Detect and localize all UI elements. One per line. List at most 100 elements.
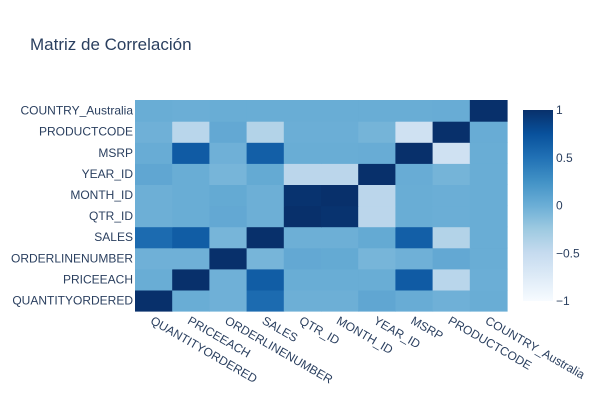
heatmap-cell — [172, 100, 210, 122]
heatmap-cell — [283, 226, 322, 249]
heatmap-cell — [395, 268, 434, 291]
heatmap-cell — [283, 100, 322, 122]
heatmap-cell — [395, 100, 434, 122]
heatmap-cell — [358, 121, 396, 143]
heatmap-cell — [469, 268, 508, 291]
heatmap-cell — [432, 184, 471, 207]
heatmap-cell — [283, 247, 322, 270]
colorbar — [523, 110, 553, 301]
heatmap-cell — [358, 289, 396, 312]
heatmap-cell — [321, 184, 359, 207]
heatmap-cell — [358, 184, 396, 207]
heatmap-cell — [209, 268, 248, 291]
heatmap-cell — [135, 247, 173, 270]
heatmap-cell — [321, 226, 359, 249]
heatmap-cell — [432, 142, 471, 164]
heatmap-cell — [209, 205, 248, 228]
colorbar-tick-label: 0 — [556, 199, 563, 213]
heatmap-cell — [172, 121, 210, 143]
heatmap-cell — [283, 205, 322, 228]
heatmap-cell — [246, 121, 285, 143]
colorbar-tick-label: −1 — [556, 294, 570, 308]
heatmap-cell — [469, 100, 508, 122]
heatmap-cell — [321, 205, 359, 228]
heatmap-cell — [358, 163, 396, 185]
heatmap-cell — [358, 247, 396, 270]
heatmap-cell — [469, 205, 508, 228]
heatmap-cell — [135, 163, 173, 185]
heatmap-cell — [246, 247, 285, 270]
heatmap-cell — [321, 289, 359, 312]
heatmap-cell — [395, 121, 434, 143]
heatmap-cell — [469, 121, 508, 143]
heatmap-cell — [246, 142, 285, 164]
heatmap-cell — [469, 184, 508, 207]
colorbar-tick-labels: 1 0.5 0 −0.5 −1 — [556, 103, 580, 308]
heatmap-cell — [172, 205, 210, 228]
y-axis-tick-label: QUANTITYORDERED — [12, 293, 133, 307]
heatmap-cell — [209, 121, 248, 143]
heatmap-cell — [246, 289, 285, 312]
heatmap-cell — [209, 163, 248, 185]
heatmap-cell — [246, 205, 285, 228]
heatmap-cell — [172, 247, 210, 270]
heatmap-cell — [321, 100, 359, 122]
heatmap-cell — [135, 121, 173, 143]
x-axis-tick-labels: QUANTITYORDEREDPRICEEACHORDERLINENUMBERS… — [148, 313, 587, 386]
y-axis-tick-label: MSRP — [98, 146, 133, 160]
heatmap-cell — [246, 226, 285, 249]
heatmap-cells — [135, 100, 508, 312]
heatmap-cell — [246, 184, 285, 207]
heatmap-cell — [358, 226, 396, 249]
heatmap-cell — [172, 142, 210, 164]
colorbar-tick-label: 1 — [556, 103, 563, 117]
y-axis-tick-label: MONTH_ID — [70, 188, 133, 202]
heatmap-cell — [172, 184, 210, 207]
y-axis-tick-label: YEAR_ID — [82, 167, 134, 181]
y-axis-tick-labels: QUANTITYORDERED PRICEEACH ORDERLINENUMBER S… — [11, 104, 133, 308]
colorbar-tick-label: −0.5 — [556, 246, 580, 260]
heatmap-cell — [358, 205, 396, 228]
y-axis-tick-label: COUNTRY_Australia — [21, 104, 134, 118]
heatmap-cell — [432, 121, 471, 143]
heatmap-cell — [209, 247, 248, 270]
heatmap-cell — [469, 142, 508, 164]
heatmap-cell — [209, 142, 248, 164]
heatmap-cell — [432, 226, 471, 249]
heatmap-cell — [246, 268, 285, 291]
heatmap-cell — [135, 100, 173, 122]
heatmap-cell — [321, 121, 359, 143]
heatmap-cell — [283, 121, 322, 143]
heatmap-cell — [432, 100, 471, 122]
heatmap-cell — [209, 184, 248, 207]
y-axis-tick-label: SALES — [94, 230, 133, 244]
heatmap-cell — [209, 289, 248, 312]
x-axis-tick-label: QTR_ID — [297, 313, 342, 347]
heatmap-cell — [283, 184, 322, 207]
heatmap-cell — [321, 268, 359, 291]
colorbar-tick-label: 0.5 — [556, 151, 573, 165]
heatmap-cell — [395, 163, 434, 185]
heatmap-cell — [135, 289, 173, 312]
heatmap-cell — [321, 247, 359, 270]
heatmap-cell — [172, 289, 210, 312]
heatmap-cell — [395, 142, 434, 164]
heatmap-cell — [469, 226, 508, 249]
heatmap-cell — [395, 247, 434, 270]
heatmap-cell — [469, 163, 508, 185]
heatmap-cell — [172, 268, 210, 291]
heatmap-cell — [358, 142, 396, 164]
heatmap-cell — [283, 142, 322, 164]
heatmap-cell — [321, 163, 359, 185]
y-axis-tick-label: ORDERLINENUMBER — [11, 251, 133, 265]
heatmap-cell — [358, 268, 396, 291]
heatmap-cell — [395, 184, 434, 207]
heatmap-cell — [321, 142, 359, 164]
heatmap-cell — [395, 226, 434, 249]
heatmap-cell — [395, 205, 434, 228]
heatmap-cell — [283, 163, 322, 185]
y-axis-tick-label: PRICEEACH — [63, 272, 133, 286]
heatmap-cell — [209, 226, 248, 249]
heatmap-cell — [395, 289, 434, 312]
